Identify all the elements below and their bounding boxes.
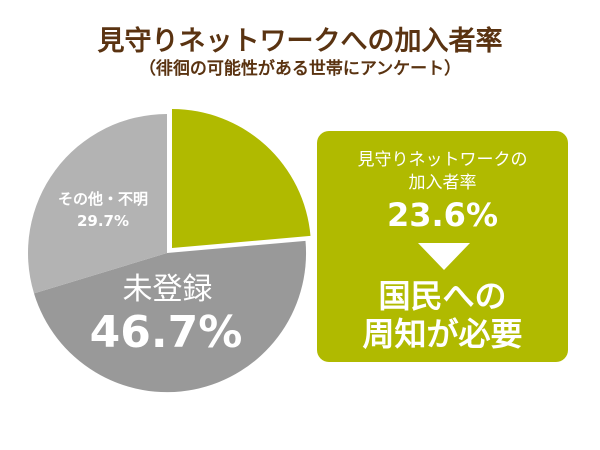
pie-value-other: 29.7% xyxy=(76,212,130,230)
callout-message-line2: 周知が必要 xyxy=(362,315,523,353)
callout-rate: 23.6% xyxy=(386,196,498,234)
pie-slice-unregistered xyxy=(34,240,307,393)
pie-label-unregistered: 未登録 xyxy=(122,272,213,307)
callout-box: 見守りネットワークの 加入者率 23.6% 国民への 周知が必要 xyxy=(317,131,568,362)
pie-value-unregistered: 46.7% xyxy=(89,307,243,358)
down-triangle-icon xyxy=(418,243,470,270)
callout-caption-line2: 加入者率 xyxy=(408,173,477,193)
callout-caption-line1: 見守りネットワークの xyxy=(357,150,528,170)
pie-label-other: その他・不明 xyxy=(57,190,148,208)
chart-title: 見守りネットワークへの加入者率 xyxy=(97,26,503,57)
pie-slice-other xyxy=(27,114,168,294)
pie-slice-joined xyxy=(172,109,311,248)
callout-message-line1: 国民への xyxy=(378,277,507,315)
chart-subtitle: （徘徊の可能性がある世帯にアンケート） xyxy=(138,59,462,79)
